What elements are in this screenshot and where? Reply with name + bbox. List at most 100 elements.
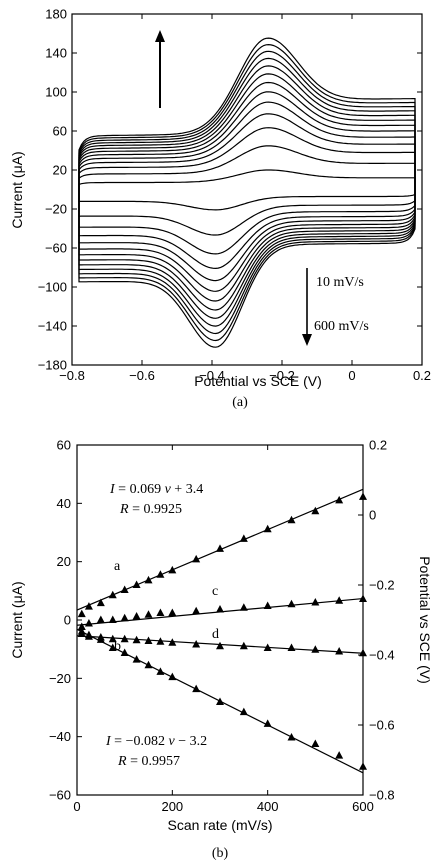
point-a (84, 602, 93, 610)
panel-b-x-tick-label: 0 (73, 799, 80, 814)
point-c (156, 608, 165, 616)
panel-b-y2-tick-label: −0.6 (369, 718, 395, 733)
point-a (311, 506, 320, 515)
point-d (108, 634, 117, 643)
panel-a-y-tick-label: −60 (45, 241, 67, 256)
point-c (263, 601, 272, 609)
panel-a-y-tick-label: 60 (53, 124, 67, 139)
point-a (144, 575, 153, 584)
point-d (263, 643, 272, 651)
series-label-a: a (114, 559, 121, 574)
fit-b-r-label: R (117, 754, 127, 769)
point-c (311, 598, 320, 606)
scan-rate-arrow-head (155, 30, 165, 42)
panel-b-y2-tick-label: −0.2 (369, 578, 395, 593)
point-d (156, 637, 165, 645)
point-d (359, 648, 367, 657)
point-c (287, 599, 296, 608)
panel-b-ticks: 0 200 400 6006040200−20−40−600.20−0.2−0.4−0… (49, 438, 395, 815)
point-c (108, 615, 117, 623)
point-c (335, 596, 344, 604)
panel-b-x-tick-label: 600 (352, 799, 374, 814)
panel-b-y2-tick-label: −0.4 (369, 648, 395, 663)
panel-a-y-tick-label: −20 (45, 202, 67, 217)
panel-b-fit-lines (76, 488, 364, 774)
point-a (216, 544, 224, 552)
point-b (192, 684, 201, 693)
point-d (287, 643, 296, 651)
fit-equation-a: I = 0.069 v + 3.4 (109, 482, 203, 497)
point-a (132, 580, 141, 588)
point-b (239, 707, 248, 716)
fit-a-r-label: R (119, 502, 129, 517)
fit-b-eq-var: v (168, 734, 175, 749)
fit-a-eq-var: v (165, 482, 172, 497)
fit-b-eq-mid: = −0.082 (111, 734, 169, 749)
cathodic-arrow-head (302, 334, 312, 346)
panel-a-y-tick-label: 180 (45, 7, 67, 22)
panel-a-caption: (a) (232, 395, 248, 410)
panel-a-chart: −0.8 −0.6 −0.4 −0.2 0 0.2 180 140 100 60 20 −20 −60 −… (9, 7, 431, 411)
cv-curve-200mvs (78, 101, 416, 282)
panel-a-x-tick-label: 0.2 (413, 368, 431, 383)
point-b (168, 672, 177, 681)
panel-b-y-tick-label: 40 (57, 496, 71, 511)
point-a (239, 534, 248, 542)
fit-a-eq-mid: = 0.069 (115, 482, 165, 497)
panel-a-y-tick-label: 20 (53, 163, 67, 178)
point-a (192, 554, 201, 563)
point-c (239, 603, 248, 611)
panel-a-x-tick-label: −0.2 (269, 368, 295, 383)
point-a (168, 565, 177, 574)
panel-a-y-tick-label: 100 (45, 85, 67, 100)
panel-b-y-axis-label: Current (μA) (9, 581, 25, 658)
fit-r-a: R = 0.9925 (119, 502, 182, 517)
point-a (359, 492, 367, 500)
point-b (108, 643, 117, 651)
point-a (263, 524, 272, 533)
panel-b-y-tick-label: −60 (49, 788, 71, 803)
panel-b-y2-tick-label: 0 (369, 508, 376, 523)
point-c (84, 619, 93, 627)
panel-b-y2-tick-label: −0.8 (369, 788, 395, 803)
panel-a-plot-frame (71, 13, 423, 366)
panel-a-y-axis-label: Current (μA) (9, 151, 25, 228)
panel-a-y-tick-label: −180 (38, 358, 67, 373)
panel-a-curves (78, 37, 416, 348)
panel-b-y-tick-label: −20 (49, 671, 71, 686)
point-d (168, 638, 177, 646)
cv-curve-600mvs (78, 37, 416, 348)
panel-b-x-axis-label: Scan rate (mV/s) (167, 817, 272, 833)
point-b (287, 733, 296, 741)
point-a (287, 515, 296, 524)
panel-b-x-tick-label: 400 (257, 799, 279, 814)
point-d (335, 647, 344, 655)
point-b (359, 762, 367, 770)
fit-equation-b: I = −0.082 v − 3.2 (105, 734, 207, 749)
point-b (144, 660, 153, 669)
point-a (335, 495, 344, 504)
cv-curve-100mvs (78, 127, 416, 255)
point-a (156, 570, 165, 578)
panel-b-data-points (77, 492, 367, 770)
fit-b-eq-suffix: − 3.2 (175, 734, 207, 749)
panel-b-y2-axis-label: Potential vs SCE (V) (417, 556, 433, 684)
cv-curve-10mvs (78, 169, 416, 211)
point-a (120, 585, 129, 593)
cv-curve-550mvs (78, 43, 416, 342)
point-c (144, 610, 153, 618)
point-b (120, 648, 129, 656)
label-600mvs: 600 mV/s (314, 319, 369, 334)
fit-a-eq-prefix: I (109, 482, 116, 497)
panel-b-x-tick-label: 200 (161, 799, 183, 814)
point-c (77, 622, 86, 630)
point-c (120, 613, 129, 622)
panel-b-caption: (b) (212, 846, 229, 861)
panel-a-x-tick-label: −0.8 (59, 368, 85, 383)
panel-a-y-tick-label: −140 (38, 319, 67, 334)
panel-a-x-tick-label: −0.6 (129, 368, 155, 383)
panel-b-y-tick-label: 0 (64, 613, 71, 628)
point-c (168, 608, 177, 616)
point-d (120, 634, 129, 643)
fit-b-r-value: = 0.9957 (127, 754, 180, 769)
